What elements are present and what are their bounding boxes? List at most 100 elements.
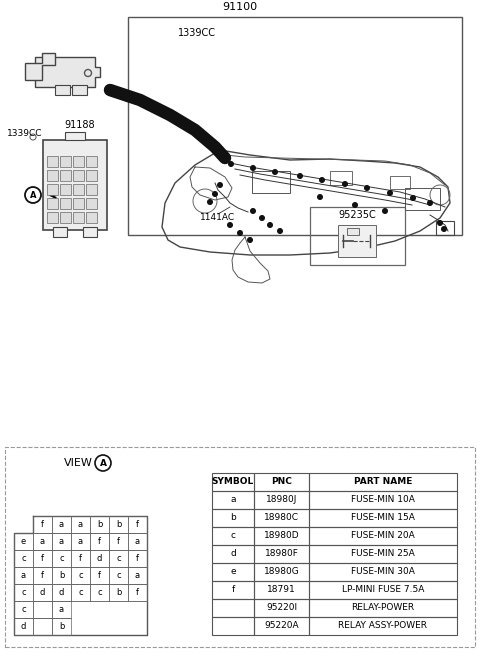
Bar (254, 473, 309, 491)
Text: c: c (59, 554, 64, 563)
Text: b: b (59, 622, 64, 631)
Bar (254, 599, 309, 617)
Circle shape (238, 231, 242, 235)
Text: FUSE-MIN 25A: FUSE-MIN 25A (351, 550, 415, 559)
Bar (390, 176, 410, 189)
Circle shape (428, 200, 432, 205)
Text: a: a (78, 537, 83, 546)
Bar (60, 198, 71, 209)
Bar (60, 156, 71, 167)
Circle shape (298, 174, 302, 178)
Text: a: a (78, 520, 83, 529)
Bar (212, 617, 254, 635)
Bar (109, 584, 128, 601)
Bar (52, 618, 71, 635)
Circle shape (228, 223, 232, 227)
Bar (347, 228, 359, 235)
Circle shape (365, 186, 369, 191)
Text: f: f (41, 554, 44, 563)
Circle shape (320, 178, 324, 182)
Circle shape (260, 215, 264, 220)
Bar (254, 509, 309, 527)
Text: LP-MINI FUSE 7.5A: LP-MINI FUSE 7.5A (342, 586, 424, 595)
Bar (52, 567, 71, 584)
Bar (309, 563, 457, 581)
Text: 95220A: 95220A (264, 622, 299, 631)
Bar (252, 171, 290, 193)
Text: f: f (98, 571, 101, 580)
Circle shape (318, 195, 322, 199)
Circle shape (213, 192, 217, 196)
Bar (52, 550, 71, 567)
Text: d: d (59, 588, 64, 597)
Text: a: a (59, 537, 64, 546)
Bar (128, 550, 147, 567)
Bar (33, 584, 52, 601)
Bar (90, 567, 109, 584)
Bar (72, 85, 87, 95)
Circle shape (438, 221, 442, 225)
Text: 18980D: 18980D (264, 531, 300, 540)
Text: f: f (41, 520, 44, 529)
Text: FUSE-MIN 20A: FUSE-MIN 20A (351, 531, 415, 540)
Bar (53, 227, 67, 237)
Text: c: c (78, 588, 83, 597)
Text: RELAY-POWER: RELAY-POWER (351, 603, 415, 612)
Text: a: a (230, 495, 236, 504)
Bar (128, 516, 147, 533)
Bar (90, 516, 109, 533)
Bar (55, 85, 70, 95)
Bar (212, 563, 254, 581)
Bar (14, 533, 33, 550)
Bar (310, 207, 405, 265)
Text: b: b (59, 571, 64, 580)
Bar (71, 533, 90, 550)
Bar (309, 581, 457, 599)
Bar (83, 227, 97, 237)
Bar (90, 584, 109, 601)
Circle shape (411, 196, 415, 200)
Bar (212, 599, 254, 617)
Bar (109, 533, 128, 550)
Text: 95235C: 95235C (338, 210, 376, 220)
Text: a: a (59, 605, 64, 614)
Text: b: b (230, 514, 236, 523)
Bar (212, 509, 254, 527)
Text: d: d (97, 554, 102, 563)
Text: VIEW: VIEW (63, 458, 93, 468)
Text: SYMBOL: SYMBOL (212, 477, 254, 487)
Bar (73, 156, 84, 167)
Circle shape (388, 191, 392, 195)
Text: d: d (40, 588, 45, 597)
Text: a: a (40, 537, 45, 546)
Bar (128, 567, 147, 584)
Text: 18980J: 18980J (266, 495, 297, 504)
Text: 18980F: 18980F (264, 550, 299, 559)
Text: FUSE-MIN 15A: FUSE-MIN 15A (351, 514, 415, 523)
Bar (33, 567, 52, 584)
Text: a: a (135, 571, 140, 580)
Bar (309, 509, 457, 527)
Bar (405, 188, 440, 210)
Bar (254, 491, 309, 509)
Bar (14, 601, 33, 618)
Bar (60, 212, 71, 223)
Text: c: c (21, 605, 26, 614)
Bar (212, 527, 254, 545)
Bar (109, 567, 128, 584)
Circle shape (353, 202, 357, 207)
Bar (33, 533, 52, 550)
Text: c: c (97, 588, 102, 597)
Bar (52, 516, 71, 533)
Text: c: c (116, 554, 121, 563)
Bar (33, 550, 52, 567)
Text: f: f (98, 537, 101, 546)
Text: e: e (21, 537, 26, 546)
Circle shape (228, 162, 233, 166)
Text: 95220I: 95220I (266, 603, 297, 612)
Circle shape (442, 227, 446, 231)
Bar (90, 533, 109, 550)
Bar (86, 212, 97, 223)
Text: RELAY ASSY-POWER: RELAY ASSY-POWER (338, 622, 428, 631)
Text: 1339CC: 1339CC (178, 28, 216, 38)
